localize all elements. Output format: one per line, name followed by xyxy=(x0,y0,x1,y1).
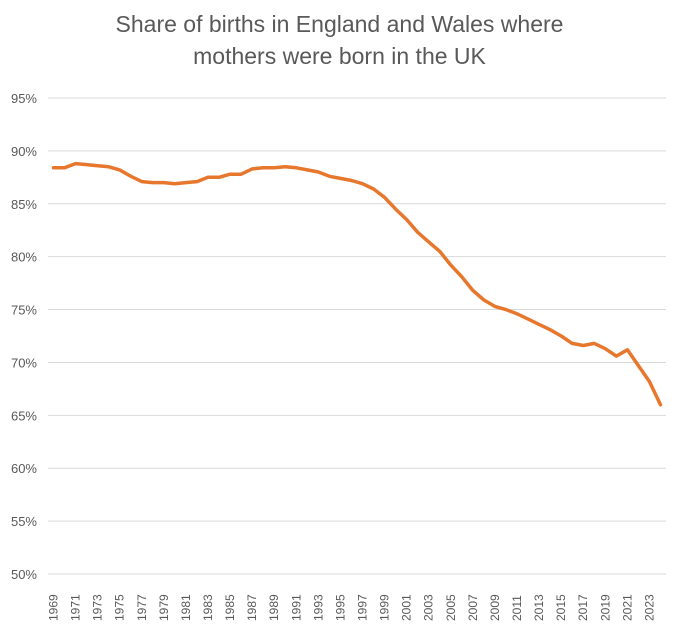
x-tick-label: 1997 xyxy=(356,594,370,621)
y-tick-label: 85% xyxy=(11,197,37,212)
y-tick-label: 50% xyxy=(11,567,37,582)
y-tick-label: 55% xyxy=(11,514,37,529)
x-tick-label: 2013 xyxy=(532,594,546,621)
gridlines xyxy=(48,97,666,575)
x-tick-label: 1975 xyxy=(113,594,127,621)
x-tick-label: 1979 xyxy=(157,594,171,621)
y-tick-label: 80% xyxy=(11,250,37,265)
series-lines xyxy=(51,161,663,407)
chart-title-line-2: mothers were born in the UK xyxy=(193,43,486,69)
x-tick-label: 1985 xyxy=(223,594,237,621)
x-axis-tick-labels: 1969 1971 1973 1975 1977 1979 1981 1983 1985 1987… xyxy=(47,594,657,621)
x-tick-label: 2003 xyxy=(422,594,436,621)
x-tick-label: 1983 xyxy=(201,594,215,621)
x-tick-label: 1989 xyxy=(267,594,281,621)
x-tick-label: 1971 xyxy=(69,594,83,621)
x-tick-label: 2007 xyxy=(466,594,480,621)
x-tick-label: 2005 xyxy=(444,594,458,621)
y-tick-label: 95% xyxy=(11,91,37,106)
x-tick-label: 1969 xyxy=(47,594,61,621)
x-tick-label: 2001 xyxy=(400,594,414,621)
x-tick-label: 1999 xyxy=(378,594,392,621)
x-tick-label: 2011 xyxy=(510,595,524,621)
x-tick-label: 2009 xyxy=(488,594,502,621)
x-tick-label: 1995 xyxy=(333,594,347,621)
x-tick-label: 2019 xyxy=(598,594,612,621)
y-tick-label: 75% xyxy=(11,303,37,318)
y-tick-label: 90% xyxy=(11,144,37,159)
y-axis-tick-labels: 50% 55% 60% 65% 70% 75% 80% 85% 90% 95% xyxy=(11,91,37,582)
x-tick-label: 1981 xyxy=(179,594,193,621)
x-tick-label: 2023 xyxy=(642,594,656,621)
chart-title-line-1: Share of births in England and Wales whe… xyxy=(115,11,564,37)
x-tick-label: 2015 xyxy=(554,594,568,621)
chart-title: Share of births in England and Wales whe… xyxy=(0,8,679,72)
y-tick-label: 65% xyxy=(11,408,37,423)
x-tick-label: 2021 xyxy=(620,594,634,621)
y-tick-label: 60% xyxy=(11,461,37,476)
x-tick-label: 1973 xyxy=(91,594,105,621)
x-tick-label: 1991 xyxy=(289,594,303,621)
series-line xyxy=(51,161,663,407)
x-tick-label: 1987 xyxy=(245,594,259,621)
x-tick-label: 1993 xyxy=(311,594,325,621)
x-tick-label: 2017 xyxy=(576,594,590,621)
x-tick-label: 1977 xyxy=(135,594,149,621)
y-tick-label: 70% xyxy=(11,355,37,370)
